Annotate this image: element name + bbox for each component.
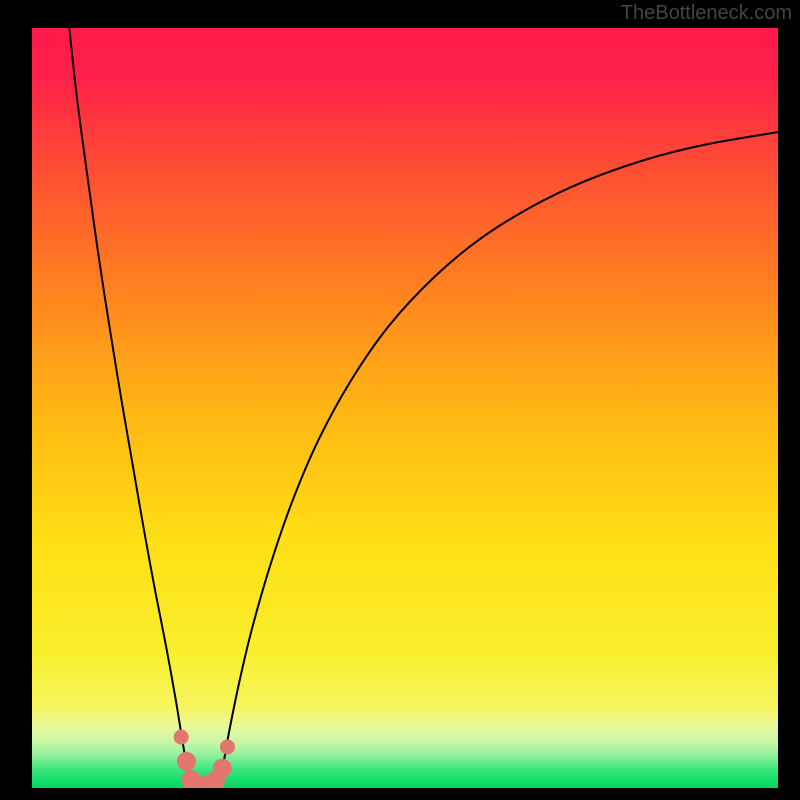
frame-border-left [0,0,32,800]
marker-group [174,730,234,788]
marker-point [174,730,188,744]
watermark-label: TheBottleneck.com [621,0,792,26]
curve-right-branch [219,132,779,781]
plot-area [32,28,778,788]
marker-point [177,752,195,770]
frame-border-bottom [0,788,800,800]
curve-left-branch [69,28,191,783]
frame-border-right [778,0,800,800]
chart-frame: TheBottleneck.com [0,0,800,800]
marker-point [213,759,231,777]
chart-svg-layer [32,28,778,788]
marker-point [220,740,234,754]
